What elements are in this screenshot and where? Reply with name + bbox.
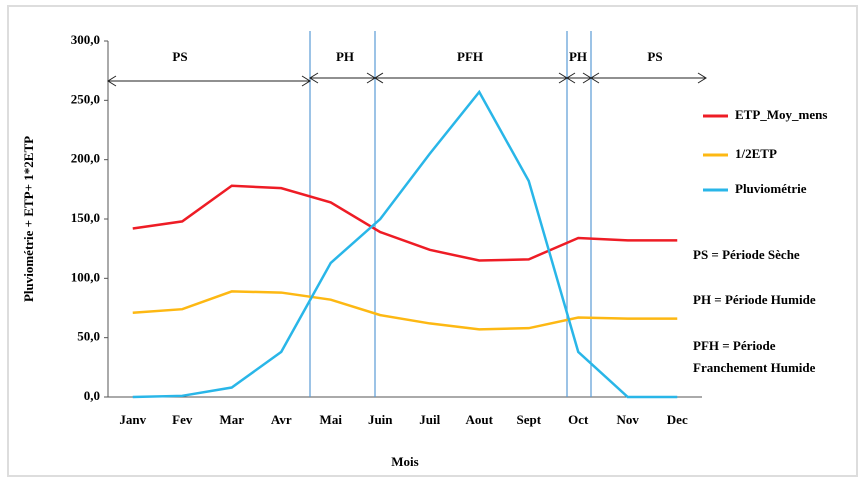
series-line (132, 184, 678, 262)
y-axis-label: Pluviométrie + ETP+ 1*2ETP (21, 136, 36, 302)
series-line (132, 290, 678, 331)
x-tick-label: Juin (368, 412, 393, 427)
period-label: PFH (457, 49, 483, 64)
legend-label: Pluviométrie (735, 181, 807, 196)
x-tick-label: Nov (617, 412, 640, 427)
arrow-head (590, 72, 600, 84)
note: PS = Période Sèche (693, 247, 800, 262)
legend-label: 1/2ETP (735, 146, 777, 161)
x-tick-label: Aout (466, 412, 494, 427)
period-label: PH (569, 49, 587, 64)
y-tick-label: 100,0 (71, 269, 100, 284)
y-tick-label: 150,0 (71, 210, 100, 225)
note: PH = Période Humide (693, 292, 816, 307)
note: Franchement Humide (693, 360, 816, 375)
x-tick-label: Dec (667, 412, 688, 427)
x-tick-label: Mai (320, 412, 343, 427)
series-line (132, 89, 678, 399)
x-axis-label: Mois (391, 454, 418, 469)
arrow-head (374, 72, 384, 84)
period-label: PH (336, 49, 354, 64)
legend-label: ETP_Moy_mens (735, 107, 827, 122)
arrow-head (107, 75, 117, 87)
arrow-head (301, 75, 311, 87)
x-tick-label: Sept (516, 412, 541, 427)
x-tick-label: Mar (219, 412, 244, 427)
x-tick-label: Janv (119, 412, 146, 427)
x-tick-label: Fev (172, 412, 193, 427)
y-tick-label: 300,0 (71, 32, 100, 47)
frame (7, 5, 858, 477)
note: PFH = Période (693, 338, 776, 353)
x-tick-label: Juil (419, 412, 440, 427)
y-tick-label: 200,0 (71, 151, 100, 166)
period-label: PS (172, 49, 187, 64)
x-tick-label: Avr (271, 412, 292, 427)
arrow-head (309, 72, 319, 84)
period-label: PS (647, 49, 662, 64)
y-tick-label: 0,0 (84, 388, 100, 403)
arrow-head (566, 72, 576, 84)
x-tick-label: Oct (568, 412, 589, 427)
y-tick-label: 50,0 (77, 329, 100, 344)
y-tick-label: 250,0 (71, 91, 100, 106)
arrow-head (697, 72, 707, 84)
